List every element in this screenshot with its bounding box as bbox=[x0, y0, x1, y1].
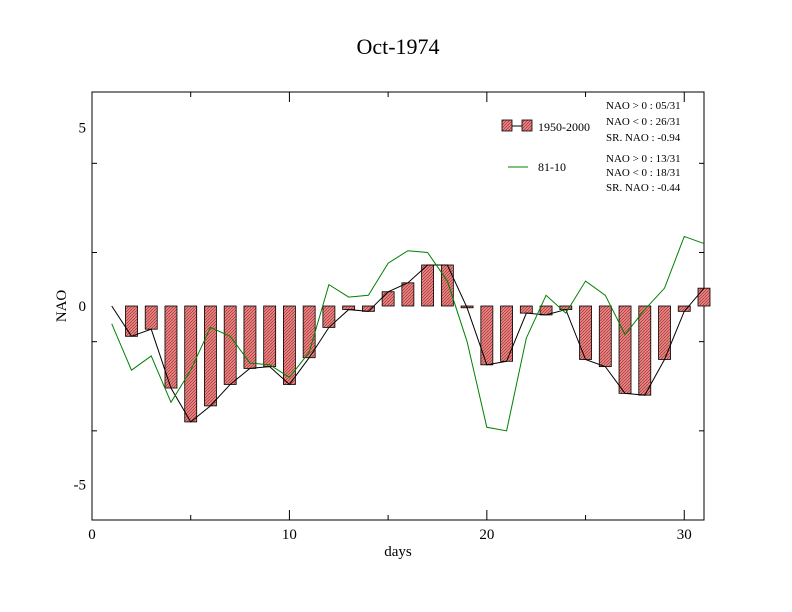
x-tick-label: 10 bbox=[282, 527, 297, 543]
bar-day-22 bbox=[519, 305, 533, 314]
legend: 1950-2000 81-10 NAO > 0 : 05/31 NAO < 0 … bbox=[501, 100, 681, 194]
bar-day-9 bbox=[263, 305, 277, 368]
legend-swatch-right bbox=[521, 119, 533, 132]
stats-1950-2000-pos: NAO > 0 : 05/31 bbox=[606, 100, 681, 112]
bar-day-5 bbox=[184, 305, 198, 423]
bar-day-6 bbox=[204, 305, 217, 407]
bar-day-15 bbox=[381, 291, 395, 307]
legend-label-81-10: 81-10 bbox=[538, 160, 566, 174]
axis-ticks: 0 10 20 30 -5 0 5 bbox=[74, 92, 704, 543]
stats-1950-2000-sr: SR. NAO : -0.94 bbox=[606, 132, 681, 144]
stats-81-10-pos: NAO > 0 : 13/31 bbox=[606, 153, 681, 165]
line-series bbox=[111, 235, 705, 432]
legend-swatch-left bbox=[501, 119, 513, 132]
line-1950-2000 bbox=[111, 264, 705, 423]
bar-day-8 bbox=[243, 305, 257, 369]
x-tick-label: 30 bbox=[677, 527, 692, 543]
y-tick-label: -5 bbox=[74, 477, 87, 493]
x-axis-label: days bbox=[384, 544, 412, 560]
stats-81-10-neg: NAO < 0 : 18/31 bbox=[606, 167, 681, 179]
bar-day-7 bbox=[223, 305, 237, 385]
stats-1950-2000-neg: NAO < 0 : 26/31 bbox=[606, 116, 681, 128]
bar-day-16 bbox=[401, 282, 415, 307]
bar-day-29 bbox=[658, 305, 671, 360]
line-81-10 bbox=[111, 235, 705, 432]
bar-day-25 bbox=[579, 305, 592, 360]
bar-day-20 bbox=[480, 305, 494, 366]
stats-81-10-sr: SR. NAO : -0.44 bbox=[606, 182, 681, 194]
bar-day-31 bbox=[697, 287, 711, 307]
bar-day-13 bbox=[342, 305, 356, 310]
legend-label-1950-2000: 1950-2000 bbox=[538, 120, 590, 134]
bar-day-2 bbox=[125, 305, 138, 337]
bar-day-17 bbox=[421, 264, 435, 307]
y-axis-label: NAO bbox=[54, 290, 70, 323]
bar-day-18 bbox=[440, 264, 454, 307]
bar-day-26 bbox=[598, 305, 612, 368]
chart-title: Oct-1974 bbox=[356, 34, 439, 59]
x-tick-label: 0 bbox=[88, 527, 96, 543]
bar-day-21 bbox=[500, 305, 513, 362]
bar-day-3 bbox=[144, 305, 158, 330]
x-tick-label: 20 bbox=[479, 527, 494, 543]
bar-day-28 bbox=[638, 305, 652, 396]
bar-day-27 bbox=[618, 305, 632, 394]
bar-day-11 bbox=[302, 305, 316, 359]
y-tick-label: 0 bbox=[79, 299, 87, 315]
y-tick-label: 5 bbox=[79, 121, 87, 137]
bar-series-1950-2000 bbox=[125, 264, 711, 423]
